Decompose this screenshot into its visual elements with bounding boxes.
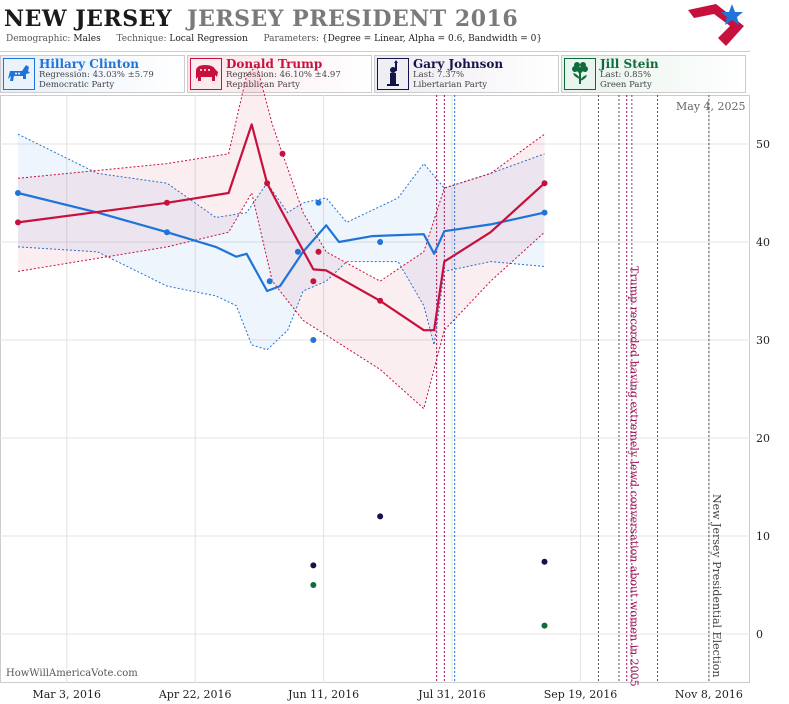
confidence-lower-line xyxy=(17,191,545,410)
poll-point xyxy=(294,248,301,255)
x-tick-label: Sep 19, 2016 xyxy=(544,688,618,701)
legend-johnson-party: Libertarian Party xyxy=(413,80,488,90)
legend-johnson-stat: Last: 7.37% xyxy=(413,70,465,80)
event-annotation: Trump recorded having extremely lewd con… xyxy=(628,266,641,687)
demographic-value: Males xyxy=(73,34,101,44)
poll-point xyxy=(279,150,286,157)
legend-clinton-stat: Regression: 43.03% ±5.79 xyxy=(39,70,154,80)
parameters-value: {Degree = Linear, Alpha = 0.6, Bandwidth… xyxy=(321,34,543,44)
y-tick-label: 10 xyxy=(756,530,770,543)
donkey-icon xyxy=(3,58,35,90)
site-logo-icon[interactable] xyxy=(686,2,748,50)
poll-point xyxy=(541,209,548,216)
poll-point xyxy=(163,229,170,236)
technique-value: Local Regression xyxy=(169,34,248,44)
poll-point xyxy=(264,180,271,187)
poll-point xyxy=(14,190,21,196)
flower-icon xyxy=(564,58,596,90)
y-tick-label: 20 xyxy=(756,432,770,445)
confidence-band xyxy=(18,65,545,409)
confidence-upper-line xyxy=(17,64,545,282)
chart-title: NEW JERSEY JERSEY PRESIDENT 2016 xyxy=(4,6,518,32)
x-tick-label: Apr 22, 2016 xyxy=(158,688,232,701)
legend-clinton-party: Democratic Party xyxy=(39,80,115,90)
elephant-icon xyxy=(190,58,222,90)
poll-point xyxy=(377,297,384,304)
event-annotation: New Jersey Presidential Election xyxy=(710,494,723,677)
poll-point xyxy=(541,622,548,629)
y-tick-label: 30 xyxy=(756,334,770,347)
date-stamp: May 4, 2025 xyxy=(676,100,746,113)
x-tick-label: Jun 11, 2016 xyxy=(287,688,359,701)
legend-johnson-name: Gary Johnson xyxy=(413,57,504,71)
regression-line xyxy=(17,123,546,332)
legend-stein-name: Jill Stein xyxy=(600,57,659,71)
legend-clinton: Hillary Clinton Regression: 43.03% ±5.79… xyxy=(0,55,185,93)
poll-point xyxy=(315,248,322,255)
poll-point xyxy=(310,562,317,569)
y-tick-label: 50 xyxy=(756,138,770,151)
legend-clinton-name: Hillary Clinton xyxy=(39,57,139,71)
y-tick-label: 0 xyxy=(756,628,763,641)
legend-stein-stat: Last: 0.85% xyxy=(600,70,652,80)
poll-point xyxy=(377,239,384,245)
poll-point xyxy=(310,278,317,285)
x-tick-label: Nov 8, 2016 xyxy=(675,688,743,701)
legend-stein-party: Green Party xyxy=(600,80,652,90)
poll-point xyxy=(541,180,548,187)
parameters-line: Demographic: Males Technique: Local Regr… xyxy=(6,34,542,44)
legend-johnson: Gary Johnson Last: 7.37% Libertarian Par… xyxy=(374,55,559,93)
parameters-label: Parameters: xyxy=(263,34,319,44)
poll-point xyxy=(310,337,317,343)
confidence-upper-line xyxy=(17,133,545,224)
race-title: JERSEY PRESIDENT 2016 xyxy=(187,6,519,32)
poll-point xyxy=(377,513,384,520)
header-divider xyxy=(0,51,750,52)
poll-point xyxy=(163,199,170,206)
legend-trump: Donald Trump Regression: 46.10% ±4.97 Re… xyxy=(187,55,372,93)
poll-point xyxy=(541,558,548,565)
poll-point xyxy=(310,582,317,588)
site-credit: HowWillAmericaVote.com xyxy=(6,668,138,679)
poll-point xyxy=(266,278,273,285)
poll-point xyxy=(315,199,322,206)
state-title: NEW JERSEY xyxy=(4,6,173,32)
liberty-icon xyxy=(377,58,409,90)
x-tick-label: Jul 31, 2016 xyxy=(417,688,486,701)
plot-frame xyxy=(0,95,750,683)
legend-trump-party: Republican Party xyxy=(226,80,300,90)
x-tick-label: Mar 3, 2016 xyxy=(32,688,101,701)
legend-stein: Jill Stein Last: 0.85% Green Party xyxy=(561,55,746,93)
legend-trump-name: Donald Trump xyxy=(226,57,323,71)
technique-label: Technique: xyxy=(116,34,167,44)
demographic-label: Demographic: xyxy=(6,34,71,44)
confidence-band xyxy=(18,134,545,350)
y-tick-label: 40 xyxy=(756,236,770,249)
legend-trump-stat: Regression: 46.10% ±4.97 xyxy=(226,70,341,80)
poll-point xyxy=(14,219,21,226)
